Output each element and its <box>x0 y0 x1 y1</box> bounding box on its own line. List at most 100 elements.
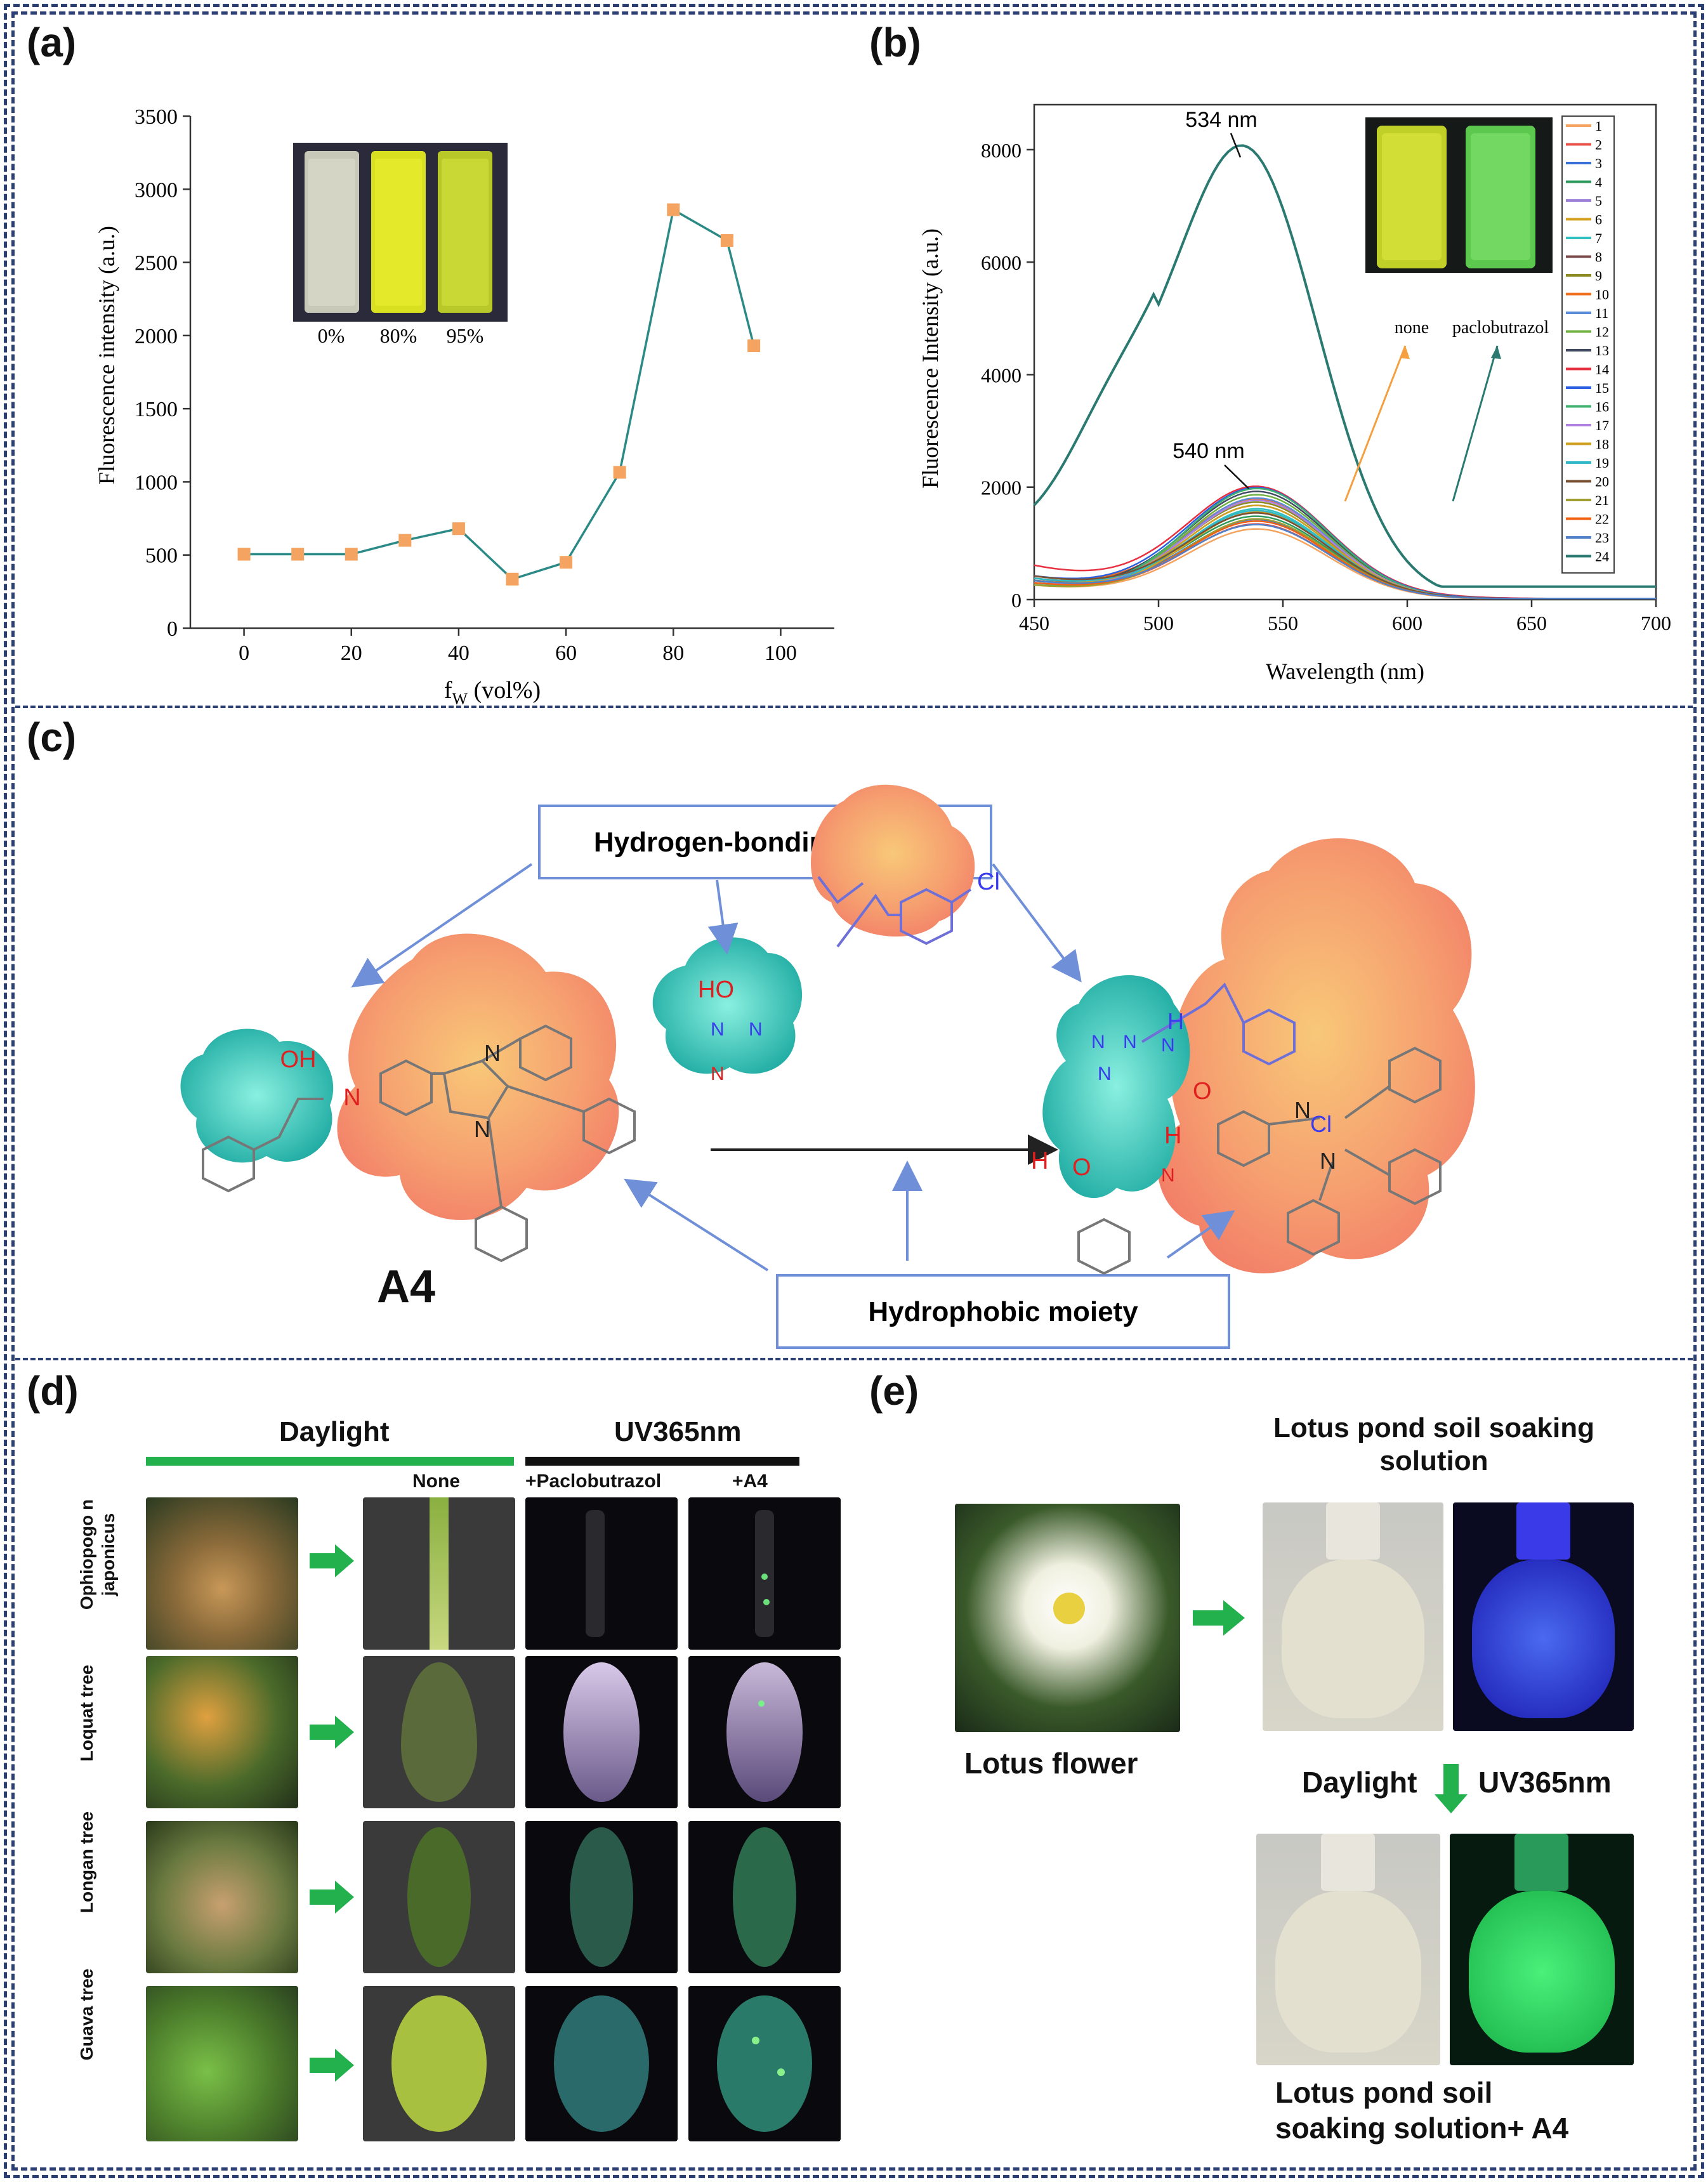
separator-ab-c <box>15 706 1693 708</box>
separator-c-de <box>15 1358 1693 1360</box>
pointer-arrow-p3 <box>1166 1210 1235 1259</box>
photo-ophiopogon-plant <box>146 1497 298 1650</box>
chart-b-legend-label: 7 <box>1595 230 1602 246</box>
chart-a-ytick-label: 2000 <box>135 325 178 348</box>
label-daylight-e: Daylight <box>1302 1766 1417 1799</box>
chart-a-series <box>237 203 761 586</box>
chart-b-legend-label: 5 <box>1595 193 1602 209</box>
atom-n-ring-top: N <box>1294 1097 1311 1123</box>
atom-h-left: H <box>1031 1148 1048 1174</box>
col-label-none: None <box>412 1471 460 1492</box>
chart-a-ytick-label: 0 <box>167 617 178 641</box>
atom-cl-middle: Cl <box>977 869 1000 895</box>
uv-bar <box>525 1457 799 1466</box>
chart-b-ytick-label: 4000 <box>981 364 1022 386</box>
chart-b-ylabel: Fluorescence Intensity (a.u.) <box>917 228 943 489</box>
chart-b-legend-label: 8 <box>1595 249 1602 265</box>
chart-a-axes <box>189 116 834 629</box>
annotation-arrow-540 <box>1224 464 1249 489</box>
atom-h-top: H <box>1167 1008 1184 1034</box>
panel-label-d: (d) <box>27 1368 79 1414</box>
chart-b-xtick-label: 650 <box>1516 612 1547 634</box>
chart-b-xtick-label: 550 <box>1268 612 1298 634</box>
chart-b-legend-label: 10 <box>1595 287 1609 303</box>
leaf-none-longan <box>363 1821 515 1973</box>
chart-b-xtick-label: 600 <box>1392 612 1422 634</box>
chart-a: 0 500 1000 1500 2000 2500 3000 3500 0 20 40 60 80 100… <box>94 105 834 706</box>
outer-frame <box>4 4 1704 2178</box>
atom-cl-right: Cl <box>1310 1111 1332 1137</box>
pointer-arrow-h2 <box>707 879 739 955</box>
title-soaking-solution: Lotus pond soil soaking solution <box>1273 1412 1594 1476</box>
chart-b-legend-label: 22 <box>1595 511 1609 527</box>
inner-frame <box>11 11 1697 2171</box>
chart-b-legend-label: 24 <box>1595 549 1609 565</box>
chart-b-legend-label: 21 <box>1595 492 1609 508</box>
col-label-a4: +A4 <box>732 1471 768 1492</box>
label-box-hydrophobic <box>776 1274 1230 1349</box>
chart-a-xtick-label: 20 <box>341 641 362 665</box>
inset-cuvette-photo-b <box>1365 117 1553 273</box>
chart-a-point <box>452 522 465 536</box>
chart-b-legend-label: 17 <box>1595 417 1609 433</box>
chart-a-point <box>506 572 519 586</box>
panel-label-a: (a) <box>27 20 77 65</box>
photo-longan-tree <box>146 1821 298 1973</box>
atom-n-c2: N <box>1161 1035 1175 1056</box>
leaf-a4-ophiopogon <box>688 1497 841 1650</box>
inset-label-none: none <box>1395 318 1429 338</box>
daylight-bar <box>146 1457 514 1466</box>
inset-arrow-paclobutrazol <box>1452 345 1499 502</box>
chart-b-legend-label: 2 <box>1595 137 1602 153</box>
pointer-arrow-h3 <box>992 863 1082 983</box>
atom-h-mid: H <box>1164 1122 1181 1149</box>
chart-b-xtick-label: 500 <box>1143 612 1174 634</box>
inset-label-80pct: 80% <box>380 324 417 347</box>
row-label-ophiopogon: Ophiopogo n japonicus <box>77 1499 118 1610</box>
chart-a-xtick-label: 100 <box>765 641 797 665</box>
chart-b-legend-label: 12 <box>1595 324 1609 340</box>
row-label-longan: Longan tree <box>77 1811 96 1914</box>
chart-a-point <box>345 548 358 561</box>
chart-b-ticks: 0 2000 4000 6000 8000 450 500 550 600 650 700 <box>981 139 1671 634</box>
annotation-540nm: 540 nm <box>1173 439 1244 463</box>
chart-b-legend-label: 16 <box>1595 399 1609 415</box>
chart-a-point <box>667 203 680 216</box>
atom-n-c4: N <box>1098 1063 1112 1084</box>
inset-label-95pct: 95% <box>447 324 484 347</box>
photo-solution-a4-uv <box>1450 1834 1634 2065</box>
chart-b-legend-label: 11 <box>1595 305 1608 321</box>
atom-n-imine: N <box>343 1084 360 1111</box>
chart-a-ytick-label: 1000 <box>135 471 178 494</box>
chart-a-ytick-label: 500 <box>145 544 178 568</box>
inset-arrow-none <box>1344 345 1407 502</box>
panel-label-c: (c) <box>27 714 77 760</box>
title-solution-a4: Lotus pond soil soaking solution+ A4 <box>1275 2076 1569 2145</box>
atom-n-tri1: N <box>711 1019 725 1040</box>
chart-b-legend-label: 1 <box>1595 118 1602 134</box>
photo-guava-tree <box>146 1986 298 2141</box>
chart-b-frame <box>1033 103 1657 601</box>
chart-b-series-line-24 <box>1033 144 1656 588</box>
atom-n-c1: N <box>1123 1032 1137 1053</box>
chart-b-legend-label: 14 <box>1595 362 1609 378</box>
atom-n-ring2: N <box>474 1116 490 1142</box>
atom-n-ring-bottom: N <box>1320 1148 1336 1174</box>
leaf-none-guava <box>363 1986 515 2141</box>
photo-solution-daylight <box>1263 1502 1443 1731</box>
chart-b-xtick-label: 700 <box>1641 612 1671 634</box>
inset-label-0pct: 0% <box>318 324 345 347</box>
label-hydrophobic: Hydrophobic moiety <box>868 1296 1138 1327</box>
chart-a-point <box>747 339 761 352</box>
chart-b-ytick-label: 2000 <box>981 476 1022 499</box>
chart-a-xlabel: fW (vol%) <box>444 677 541 706</box>
atom-o-left: O <box>1072 1154 1091 1181</box>
molecule-paclobutrazol: Cl HO N N N <box>652 784 1000 1084</box>
atom-n-c3: N <box>1091 1032 1105 1053</box>
chart-a-ytick-label: 2500 <box>135 252 178 275</box>
chart-a-point <box>613 466 626 479</box>
leaf-a4-loquat <box>688 1656 841 1808</box>
inset-arrowhead-none <box>1400 346 1410 359</box>
chart-b-legend-label: 9 <box>1595 268 1602 284</box>
